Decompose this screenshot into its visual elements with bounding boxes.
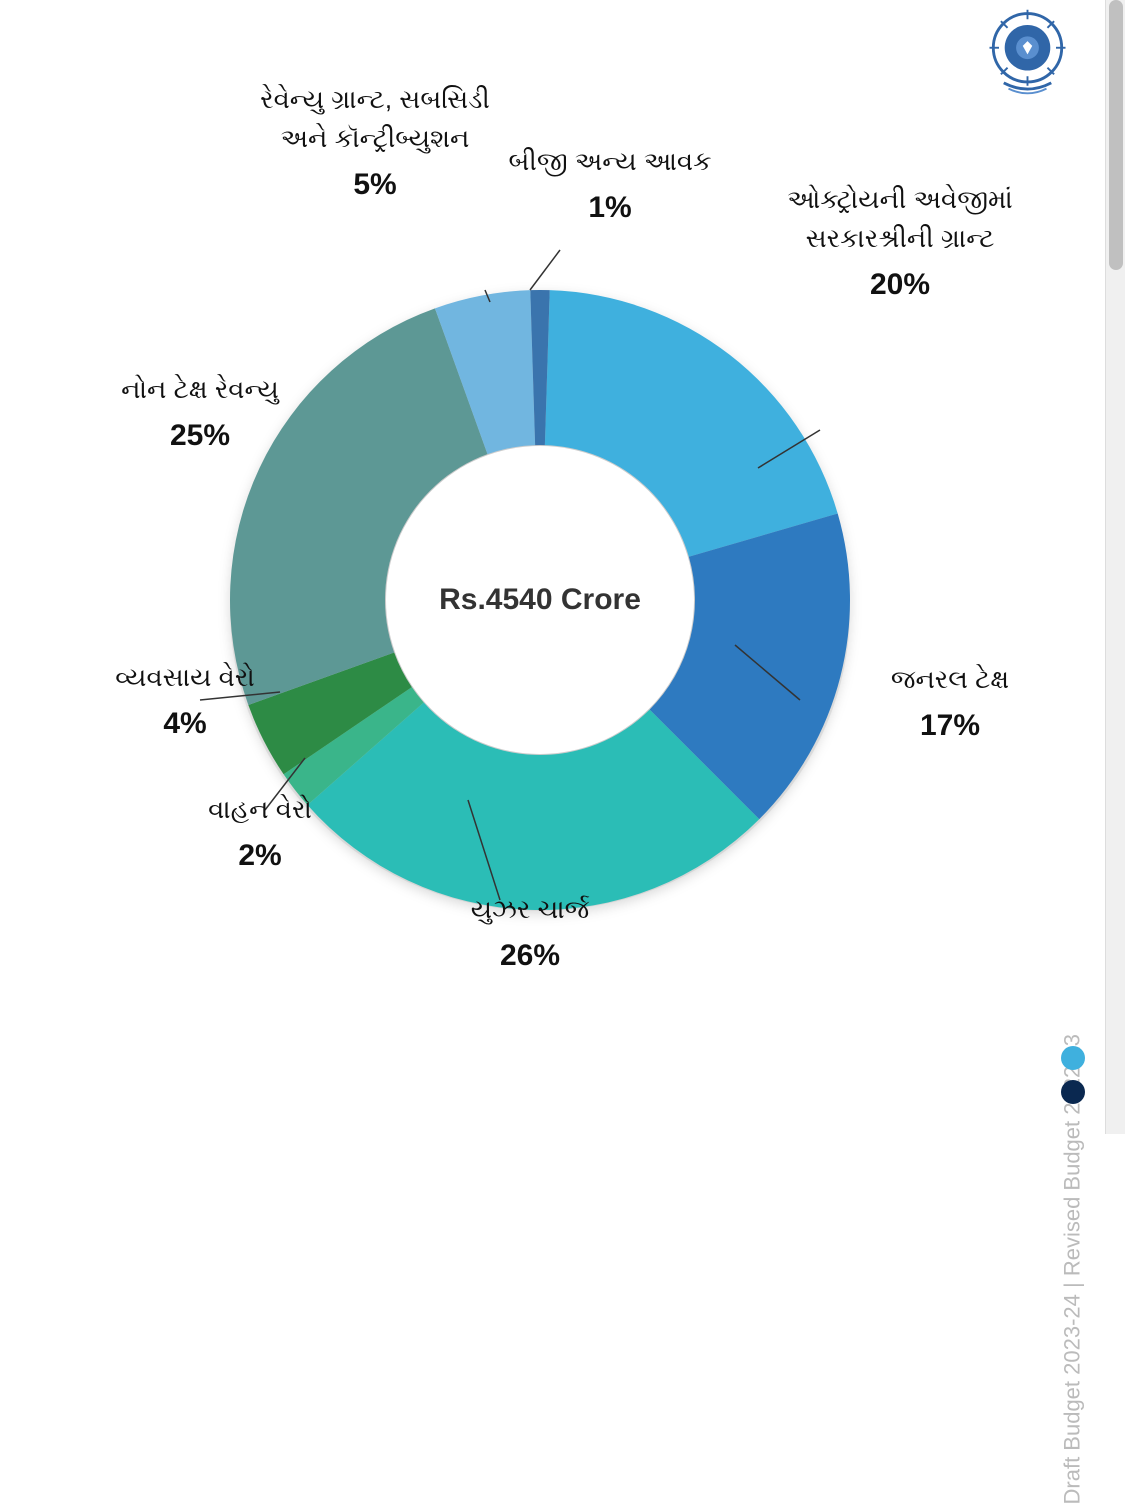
- slice-label: યુઝર ચાર્જ 26%: [380, 890, 680, 978]
- slice-label: વ્યવસાય વેરો 4%: [55, 658, 315, 746]
- legend-dots: [1061, 1036, 1085, 1104]
- slice-label: નોન ટેક્ષ રેવન્યુ 25%: [60, 370, 340, 458]
- legend-dot: [1061, 1080, 1085, 1104]
- scrollbar-thumb[interactable]: [1109, 0, 1123, 270]
- slice-label-text: વ્યવસાય વેરો: [115, 662, 255, 692]
- slice-label-percent: 25%: [60, 413, 340, 458]
- slice-label: બીજી અન્ય આવક 1%: [480, 142, 740, 230]
- chart-center-label: Rs.4540 Crore: [439, 583, 641, 617]
- slice-label-percent: 1%: [480, 185, 740, 230]
- legend-dot: [1061, 1046, 1085, 1070]
- slice-label-percent: 2%: [150, 833, 370, 878]
- slice-label-text: નોન ટેક્ષ રેવન્યુ: [121, 374, 279, 404]
- slice-label-percent: 4%: [55, 701, 315, 746]
- slice-label: વાહન વેરો 2%: [150, 790, 370, 878]
- slice-label-text: બીજી અન્ય આવક: [509, 146, 712, 176]
- slice-label-text: જનરલ ટેક્ષ: [891, 664, 1009, 694]
- slice-label-text: રેવેન્યુ ગ્રાન્ટ, સબસિડી અને કૉન્ટ્રીબ્ય…: [260, 84, 490, 153]
- slice-label: જનરલ ટેક્ષ 17%: [820, 660, 1080, 748]
- slice-label-percent: 20%: [740, 262, 1060, 307]
- slice-label-percent: 17%: [820, 703, 1080, 748]
- slice-label-percent: 26%: [380, 933, 680, 978]
- slice-label: ઓક્ટ્રોયની અવેજીમાં સરકારશ્રીની ગ્રાન્ટ 2…: [740, 180, 1060, 307]
- municipal-logo: [980, 5, 1075, 100]
- side-caption: Draft Budget 2023-24 | Revised Budget 20…: [1059, 1034, 1085, 1504]
- scrollbar-track[interactable]: [1105, 0, 1125, 1134]
- slice-label-text: ઓક્ટ્રોયની અવેજીમાં સરકારશ્રીની ગ્રાન્ટ: [787, 184, 1013, 253]
- slice-label-text: વાહન વેરો: [208, 794, 312, 824]
- slice-label: રેવેન્યુ ગ્રાન્ટ, સબસિડી અને કૉન્ટ્રીબ્ય…: [245, 80, 505, 207]
- slice-label-text: યુઝર ચાર્જ: [471, 894, 590, 924]
- slice-label-percent: 5%: [245, 162, 505, 207]
